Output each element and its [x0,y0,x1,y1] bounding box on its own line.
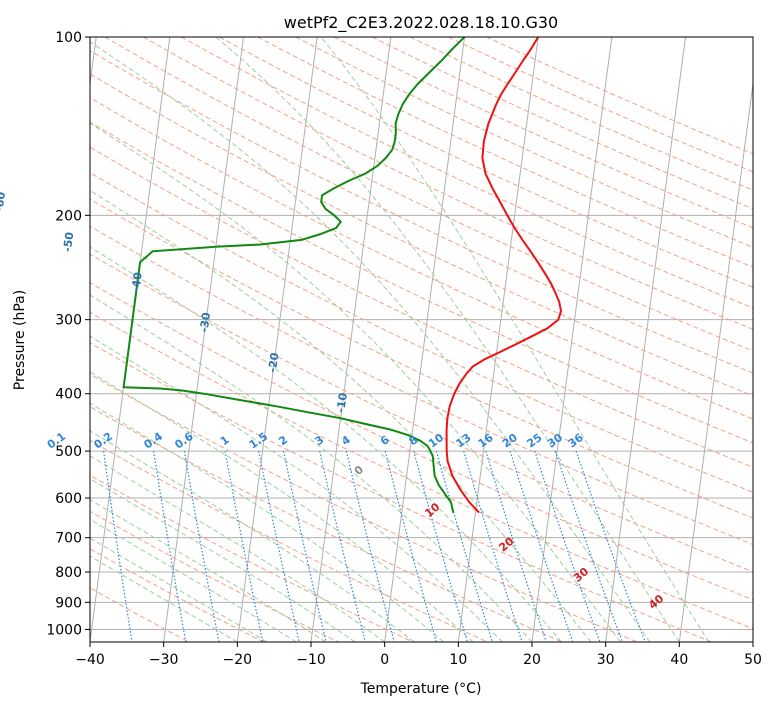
mixing-ratio-line [103,451,133,642]
dry-adiabat-line [219,37,753,288]
dry-adiabat-line [181,37,753,309]
mixing-ratio-line [319,450,366,642]
dry-adiabat-line [90,97,753,420]
dry-adiabat-line [90,225,753,546]
chart-title: wetPf2_C2E3.2022.028.18.10.G30 [284,13,558,33]
x-tick-label: 40 [670,652,688,668]
x-tick-label: 10 [449,652,467,668]
isotherm-line [678,79,753,642]
dry-adiabat-line [142,37,753,330]
dry-adiabat-line [104,37,753,352]
isotherm-label: -50 [61,231,77,253]
moist-adiabat-line [90,189,592,642]
x-axis: −40 −30 −20 −10 0 10 20 30 40 50 [75,642,762,668]
y-tick-label: 800 [55,565,82,581]
dry-adiabat-line [90,73,753,397]
x-tick-label: 0 [380,652,389,668]
mixing-ratio-line [224,450,264,642]
x-tick-label: −10 [296,652,326,668]
dry-adiabat-line [90,311,753,630]
dry-adiabat-line [90,121,753,444]
y-tick-label: 700 [55,531,82,547]
moist-adiabat-line [90,537,268,642]
y-tick-label: 500 [55,444,82,460]
isotherm-line [384,37,466,642]
x-tick-label: 30 [597,652,615,668]
dry-adiabat-line [90,172,753,493]
mixing-ratio-line [258,450,300,642]
sounding-series [122,37,563,514]
x-axis-label: Temperature (°C) [360,681,482,697]
x-tick-label: 20 [523,652,541,668]
mixing-ratio-line [435,450,493,642]
dry-adiabat-line [333,37,753,229]
isotherm-label: -60 [0,191,8,213]
y-tick-label: 100 [55,30,82,46]
mixing-ratio-line [345,450,395,642]
isotherm-line [531,37,613,642]
dry-adiabat-line [295,37,753,248]
dry-adiabat-line [90,50,753,374]
y-tick-label: 900 [55,595,82,611]
moist-adiabat-line [320,37,710,642]
moist-adiabat-line [90,335,503,642]
dewpoint-profile-line [122,37,466,513]
y-tick-label: 1000 [46,622,82,638]
moist-adiabat-line [90,402,444,642]
mixing-ratio-line [183,451,220,642]
mixing-ratio-line [575,450,646,642]
isotherm-line [163,37,245,642]
isotherm-line [457,37,539,642]
y-tick-label: 400 [55,387,82,403]
x-tick-label: −40 [75,652,105,668]
moist-adiabat-line [90,478,356,642]
dry-adiabat-line [257,37,753,268]
isotherm-label: -40 [129,271,145,293]
moist-adiabat-line [90,41,651,642]
isotherm-label: -30 [197,311,213,333]
y-axis: 100 200 300 400 500 600 700 800 900 1000 [46,30,90,638]
moist-adiabat-line [90,455,385,642]
y-tick-label: 600 [55,491,82,507]
temperature-profile-line [445,37,563,514]
mixing-ratio-line [413,450,469,642]
moist-adiabat-line [90,294,533,642]
moist-adiabat-line [90,555,238,642]
moist-adiabat-line [90,518,297,642]
y-axis-label: Pressure (hPa) [12,290,28,390]
isotherm-label: -10 [334,392,350,414]
moist-adiabat-line [90,122,621,642]
dry-adiabat-line [90,253,753,573]
x-tick-label: −30 [149,652,179,668]
dry-adiabat-line [90,198,753,519]
y-tick-label: 300 [55,313,82,329]
dry-adiabat-line [371,37,753,210]
line-annotations: -100-90-80-70-60-50-40-30-20-100.10.20.4… [0,191,667,612]
x-tick-label: 50 [744,652,762,668]
plot-frame [89,36,754,643]
x-tick-label: −20 [223,652,253,668]
isotherm-line [605,37,687,642]
isotherm-label: -20 [266,351,282,373]
isotherm-line [236,37,318,642]
moist-adiabat-line [90,371,474,642]
y-tick-label: 200 [55,208,82,224]
moist-adiabat-line [215,37,680,642]
mixing-ratio-line [153,451,187,642]
dry-adiabat-line [486,37,753,155]
mixing-ratio-line [554,450,623,642]
moist-adiabat-line [90,246,562,642]
dry-adiabat-line [448,37,753,173]
mixing-ratio-line [282,450,327,642]
dry-adiabat-line [410,37,753,191]
mixing-ratio-line [384,450,437,642]
